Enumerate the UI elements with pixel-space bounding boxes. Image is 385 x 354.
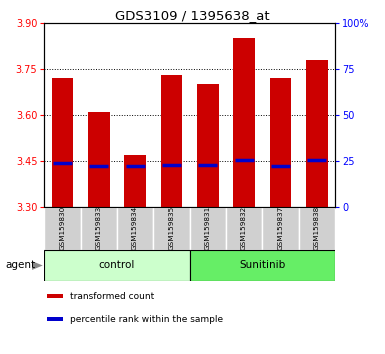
Bar [262,207,299,250]
Text: GSM159834: GSM159834 [132,205,138,250]
Text: GSM159830: GSM159830 [59,205,65,250]
Text: transformed count: transformed count [70,292,155,301]
Bar [233,38,255,207]
Bar [52,78,73,207]
Bar [44,250,190,281]
Bar [306,60,328,207]
Text: GSM159832: GSM159832 [241,205,247,250]
Bar [161,75,182,207]
Bar [190,250,335,281]
Bar [47,294,63,298]
Bar [226,207,262,250]
Bar [80,207,117,250]
Bar [124,155,146,207]
Bar [197,84,219,207]
Text: control: control [99,261,135,270]
Bar [153,207,189,250]
Text: agent: agent [6,261,36,270]
Bar [88,112,110,207]
Bar [190,207,226,250]
Bar [117,207,153,250]
Polygon shape [32,261,43,270]
Bar [270,78,291,207]
Text: Sunitinib: Sunitinib [239,261,285,270]
Text: GSM159837: GSM159837 [278,205,283,250]
Text: GSM159831: GSM159831 [205,205,211,250]
Bar [44,207,80,250]
Text: GSM159838: GSM159838 [314,205,320,250]
Bar [299,207,335,250]
Bar [47,317,63,321]
Text: percentile rank within the sample: percentile rank within the sample [70,315,224,324]
Text: GSM159833: GSM159833 [96,205,102,250]
Text: GSM159835: GSM159835 [169,205,174,250]
Text: GDS3109 / 1395638_at: GDS3109 / 1395638_at [115,9,270,22]
